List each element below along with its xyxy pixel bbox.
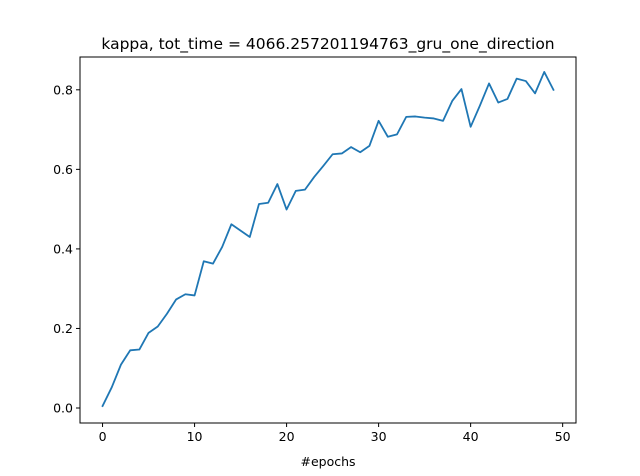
x-tick-label: 20 (279, 429, 295, 444)
y-axis-ticks: 0.0 0.2 0.4 0.6 0.8 (53, 82, 80, 416)
series-layer (101, 71, 555, 408)
chart-title: kappa, tot_time = 4066.257201194763_gru_… (101, 35, 554, 54)
y-tick-label: 0.8 (53, 82, 73, 97)
x-axis-ticks: 0 10 20 30 40 50 (99, 423, 571, 444)
x-tick-label: 0 (99, 429, 107, 444)
x-tick-label: 10 (187, 429, 203, 444)
series-line (101, 71, 555, 408)
x-tick-label: 50 (555, 429, 571, 444)
x-tick-label: 30 (371, 429, 387, 444)
y-tick-label: 0.0 (53, 401, 73, 416)
axes-frame (79, 56, 577, 424)
x-tick-label: 40 (463, 429, 479, 444)
y-tick-label: 0.6 (53, 162, 73, 177)
plot-area: 0 10 20 30 40 50 0.0 0.2 0.4 0.6 0.8 (53, 56, 577, 444)
y-tick-label: 0.4 (53, 241, 73, 256)
x-axis-label: #epochs (300, 454, 355, 469)
y-tick-label: 0.2 (53, 321, 73, 336)
